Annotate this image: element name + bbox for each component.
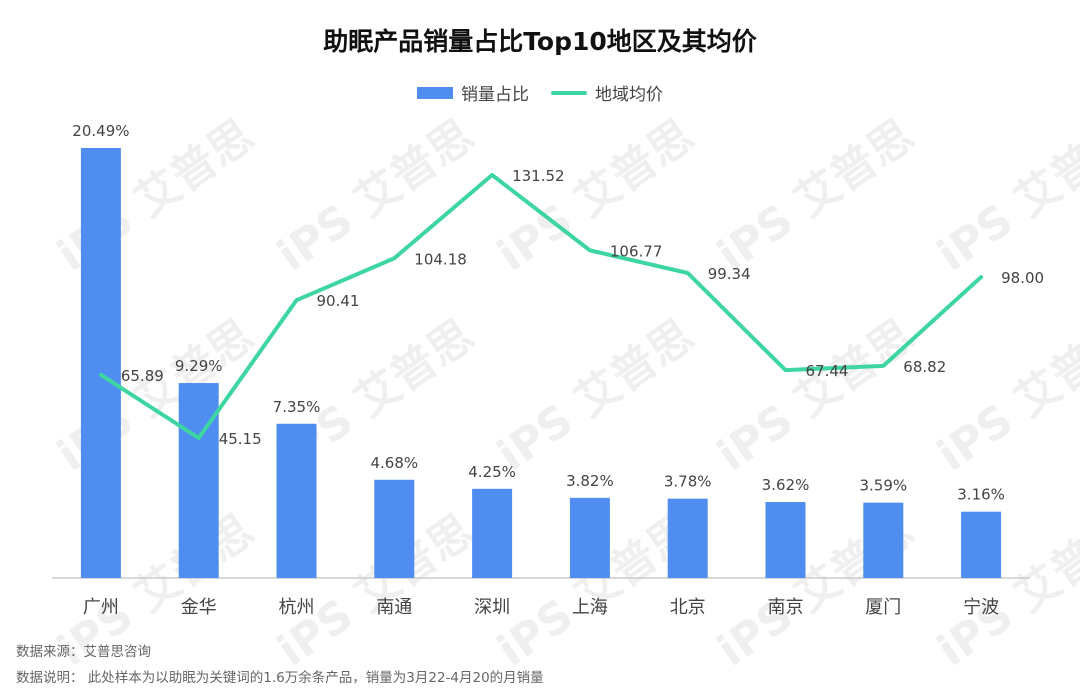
legend-item-line[interactable]: 地域均价 (551, 80, 663, 105)
bar-3[interactable] (374, 479, 415, 578)
legend-swatch-line (551, 90, 587, 95)
line-label-5: 106.77 (610, 242, 663, 260)
bar-7[interactable] (765, 502, 806, 578)
bar-label-3: 4.68% (370, 454, 418, 472)
line-label-4: 131.52 (512, 167, 565, 185)
x-tick-label-9: 宁波 (963, 597, 999, 618)
bar-label-7: 3.62% (762, 476, 810, 494)
x-tick-label-8: 厦门 (865, 597, 901, 618)
bar-1[interactable] (178, 383, 219, 578)
chart-title: 助眠产品销量占比Top10地区及其均价 (323, 27, 757, 56)
footnote-source: 数据来源：艾普思咨询 (16, 644, 151, 660)
line-label-7: 67.44 (806, 362, 849, 380)
line-label-8: 68.82 (903, 358, 946, 376)
bar-8[interactable] (863, 502, 904, 578)
line-label-9: 98.00 (1001, 269, 1044, 287)
bar-label-1: 9.29% (175, 357, 223, 375)
line-label-1: 45.15 (219, 430, 262, 448)
legend-swatch-bar (417, 86, 453, 99)
legend-label-bar: 销量占比 (461, 85, 529, 105)
bar-label-6: 3.78% (664, 473, 712, 491)
line-label-6: 99.34 (708, 265, 751, 283)
bar-2[interactable] (276, 423, 317, 578)
x-tick-label-3: 南通 (376, 597, 412, 618)
x-tick-label-6: 北京 (670, 597, 706, 618)
line-label-3: 104.18 (414, 250, 467, 268)
legend-item-bar[interactable]: 销量占比 (417, 80, 529, 105)
bar-9[interactable] (961, 511, 1002, 578)
footnote-note: 数据说明： 此处样本为以助眠为关键词的1.6万余条产品，销量为3月22-4月20… (16, 670, 544, 686)
line-label-0: 65.89 (121, 367, 164, 385)
x-tick-label-0: 广州 (83, 597, 119, 618)
bar-6[interactable] (667, 498, 708, 578)
x-tick-label-5: 上海 (572, 597, 608, 618)
bar-label-2: 7.35% (273, 398, 321, 416)
bar-5[interactable] (569, 497, 610, 578)
line-label-2: 90.41 (317, 292, 360, 310)
x-tick-label-2: 杭州 (279, 597, 315, 618)
line-series-price[interactable] (98, 173, 984, 440)
bar-4[interactable] (472, 488, 513, 578)
x-tick-label-1: 金华 (181, 597, 217, 618)
x-tick-label-4: 深圳 (474, 597, 510, 618)
legend-label-line: 地域均价 (595, 85, 663, 105)
chart-legend: 销量占比 地域均价 (0, 80, 1080, 105)
bar-0[interactable] (80, 148, 121, 578)
x-tick-label-7: 南京 (768, 597, 804, 618)
bar-label-8: 3.59% (859, 477, 907, 495)
bar-label-5: 3.82% (566, 472, 614, 490)
bar-label-9: 3.16% (957, 486, 1005, 504)
bar-label-4: 4.25% (468, 463, 516, 481)
bar-label-0: 20.49% (72, 122, 129, 140)
